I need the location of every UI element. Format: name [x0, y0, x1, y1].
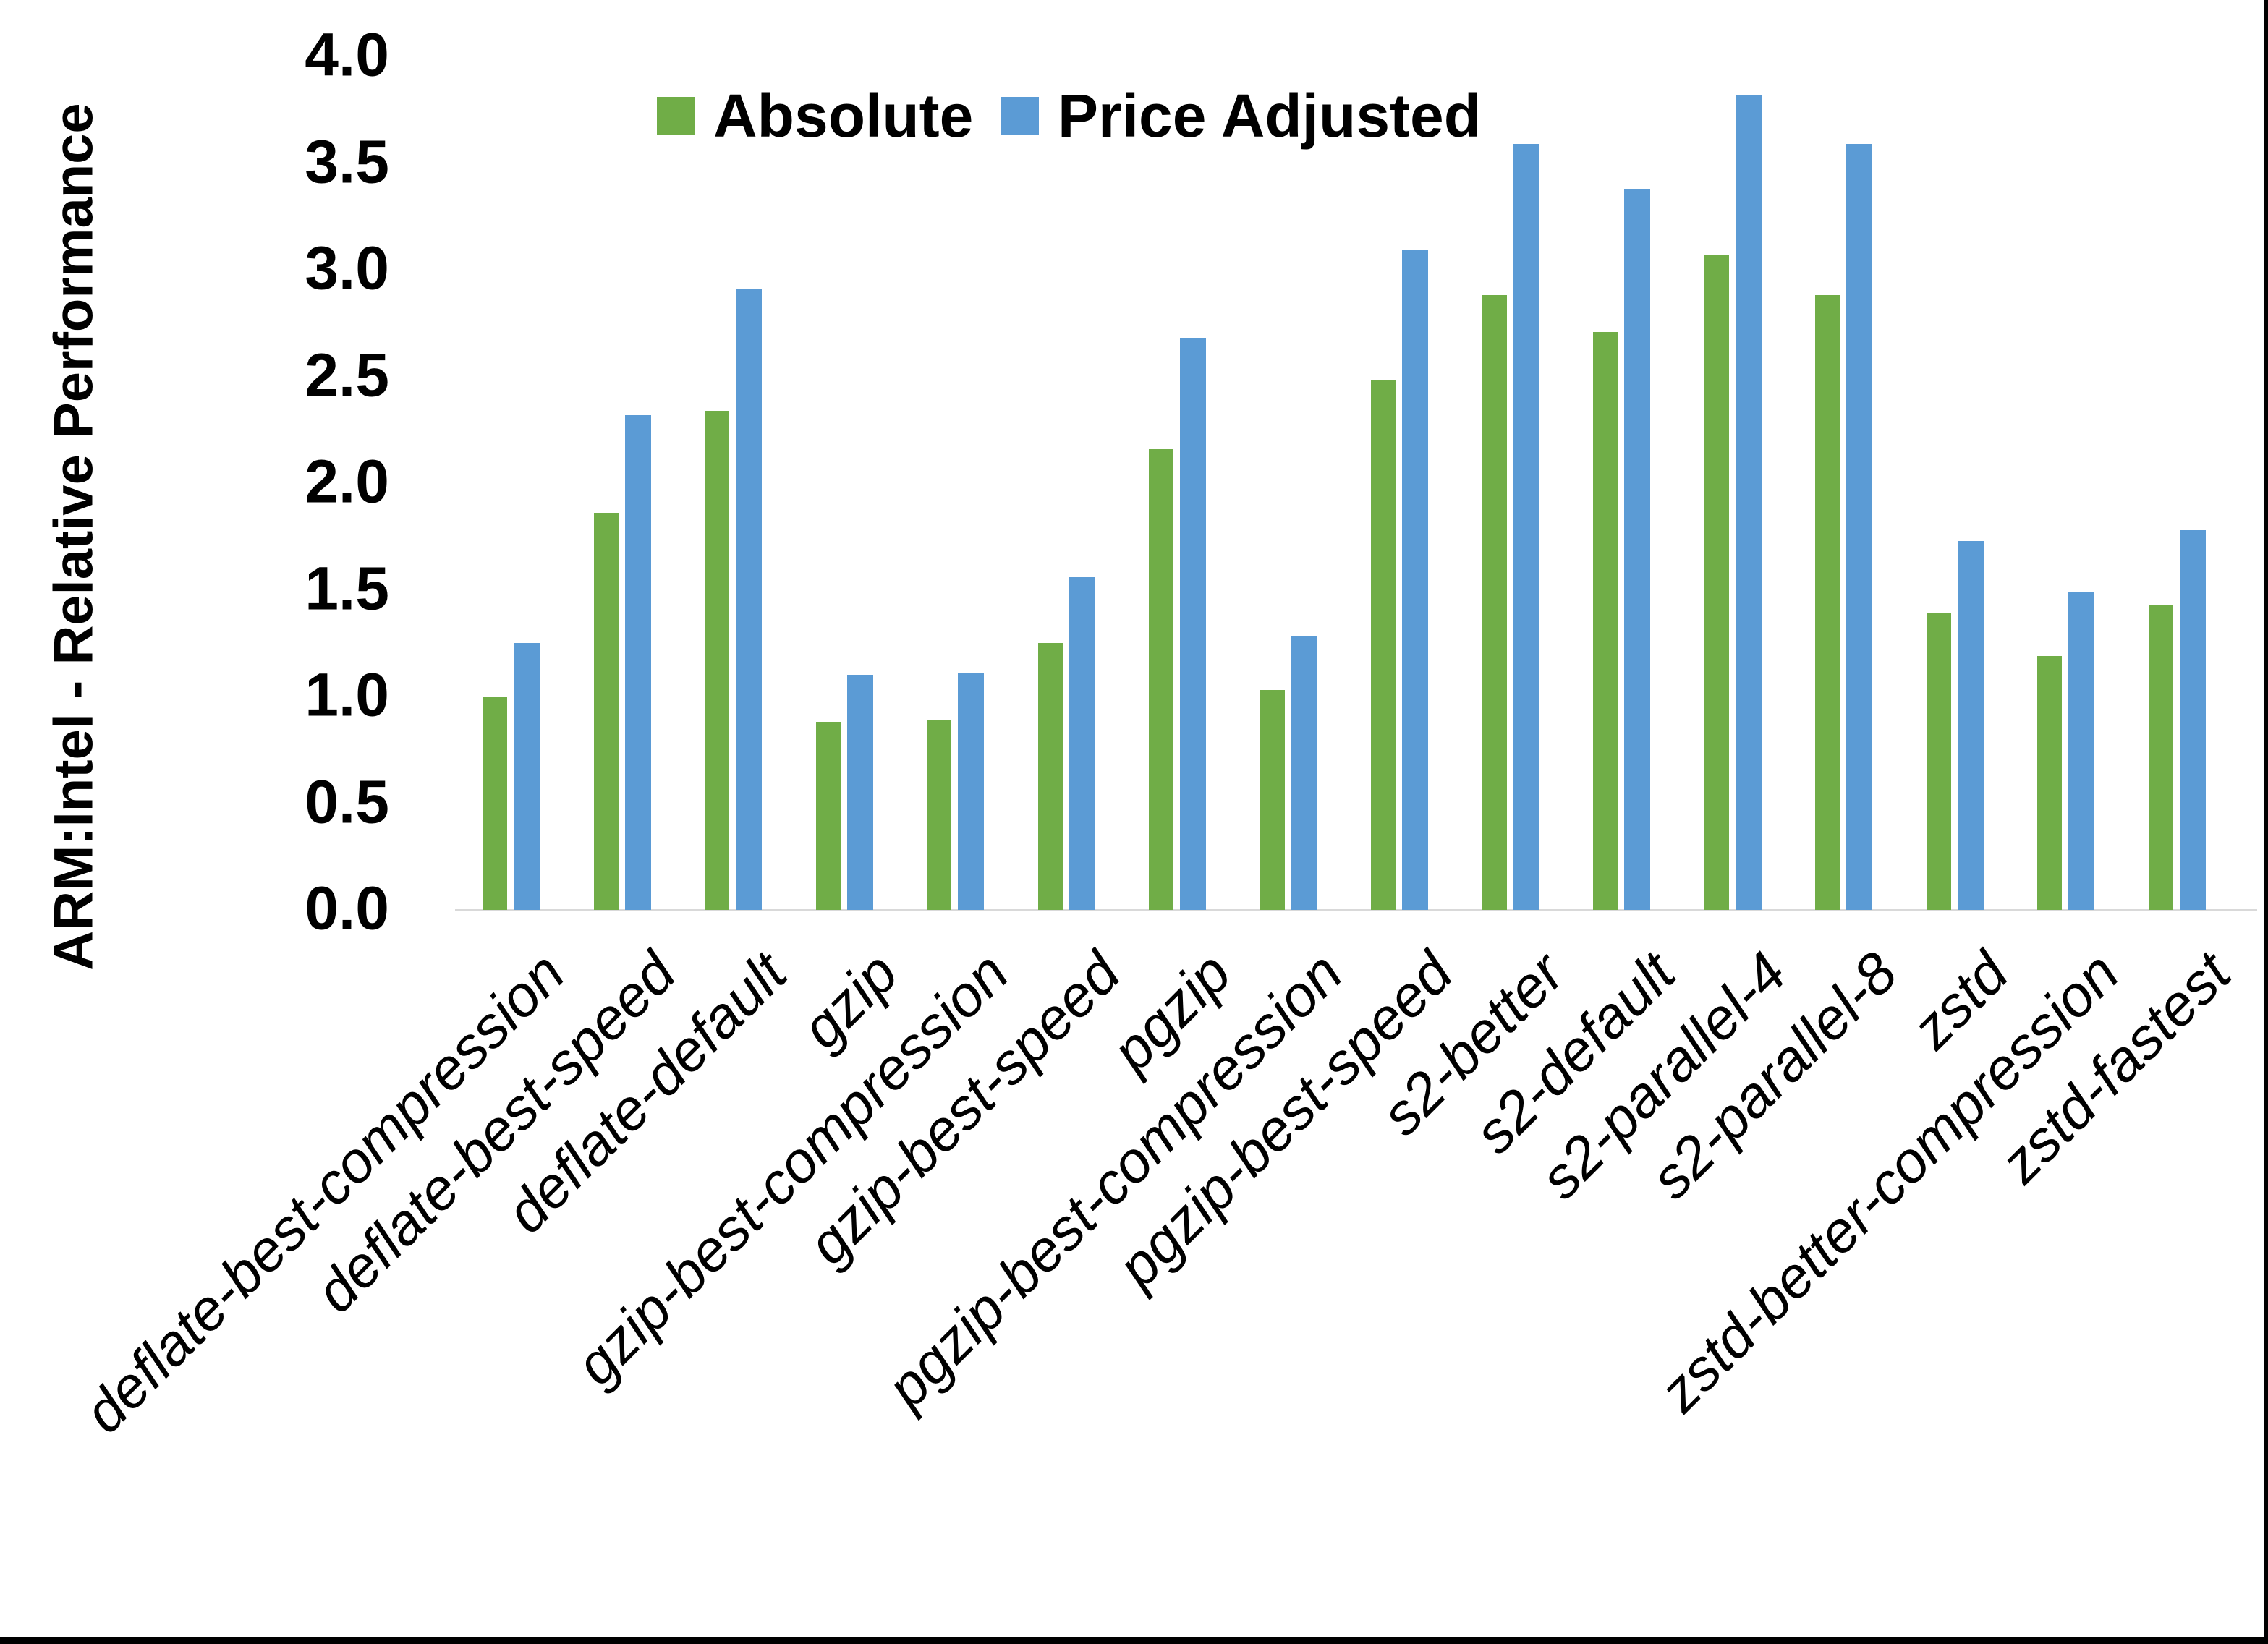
bar-absolute-deflate-best-speed	[594, 513, 619, 910]
bar-absolute-deflate-best-compression	[483, 697, 507, 910]
bar-price-adjusted-zstd-better-compression	[2068, 592, 2094, 910]
bar-absolute-s2-better	[1482, 295, 1507, 910]
y-tick-label-4.0: 4.0	[305, 20, 389, 89]
y-tick-label-2.5: 2.5	[305, 341, 389, 409]
bar-price-adjusted-s2-parallel-4	[1736, 95, 1762, 910]
bar-absolute-pgzip-best-compression	[1260, 690, 1285, 910]
y-tick-label-0.0: 0.0	[305, 874, 389, 942]
bar-absolute-deflate-default	[705, 411, 729, 910]
bar-absolute-zstd	[1927, 613, 1951, 910]
bar-price-adjusted-s2-parallel-8	[1846, 144, 1872, 910]
bar-price-adjusted-zstd-fastest	[2180, 530, 2206, 910]
y-tick-label-1.5: 1.5	[305, 554, 389, 623]
bar-absolute-zstd-better-compression	[2037, 656, 2062, 910]
bar-price-adjusted-pgzip-best-speed	[1402, 250, 1428, 910]
bar-price-adjusted-s2-default	[1624, 189, 1650, 910]
bar-absolute-s2-parallel-8	[1815, 295, 1840, 910]
bar-absolute-gzip	[816, 722, 841, 910]
bar-absolute-gzip-best-speed	[1038, 643, 1063, 910]
bar-price-adjusted-s2-better	[1513, 144, 1539, 910]
bar-absolute-s2-parallel-4	[1704, 255, 1729, 910]
y-tick-label-3.5: 3.5	[305, 127, 389, 196]
legend-swatch-absolute	[657, 97, 695, 135]
legend-label-price-adjusted: Price Adjusted	[1058, 82, 1482, 150]
bar-absolute-gzip-best-compression	[927, 720, 951, 910]
bar-price-adjusted-pgzip	[1180, 338, 1206, 910]
bar-price-adjusted-pgzip-best-compression	[1291, 636, 1317, 910]
bar-price-adjusted-deflate-default	[736, 289, 762, 910]
legend-item-absolute: Absolute	[657, 82, 974, 150]
bar-absolute-pgzip	[1149, 449, 1173, 910]
y-tick-label-0.5: 0.5	[305, 767, 389, 836]
y-tick-label-3.0: 3.0	[305, 234, 389, 302]
bar-absolute-zstd-fastest	[2149, 605, 2173, 910]
x-axis-line	[455, 909, 2257, 911]
bar-price-adjusted-gzip-best-speed	[1069, 577, 1095, 910]
bar-absolute-pgzip-best-speed	[1371, 380, 1396, 910]
bar-price-adjusted-deflate-best-compression	[514, 643, 540, 910]
legend-label-absolute: Absolute	[713, 82, 974, 150]
bar-price-adjusted-zstd	[1958, 541, 1984, 910]
bar-price-adjusted-gzip	[847, 675, 873, 910]
bar-price-adjusted-deflate-best-speed	[625, 415, 651, 910]
bar-absolute-s2-default	[1593, 332, 1618, 910]
bar-price-adjusted-gzip-best-compression	[958, 673, 984, 910]
legend-item-price-adjusted: Price Adjusted	[1001, 82, 1482, 150]
y-tick-label-1.0: 1.0	[305, 660, 389, 729]
y-tick-label-2.0: 2.0	[305, 447, 389, 516]
legend-swatch-price-adjusted	[1001, 97, 1039, 135]
